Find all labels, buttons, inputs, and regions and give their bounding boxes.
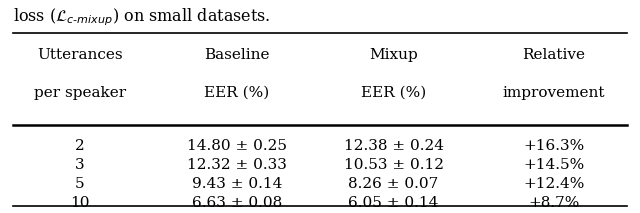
Text: Utterances: Utterances: [37, 48, 123, 62]
Text: loss ($\mathcal{L}_{c\text{-}mixup}$) on small datasets.: loss ($\mathcal{L}_{c\text{-}mixup}$) on…: [13, 6, 270, 28]
Text: +8.7%: +8.7%: [528, 196, 579, 210]
Text: 6.05 ± 0.14: 6.05 ± 0.14: [348, 196, 439, 210]
Text: EER (%): EER (%): [361, 86, 426, 100]
Text: Relative: Relative: [522, 48, 585, 62]
Text: Baseline: Baseline: [204, 48, 269, 62]
Text: 9.43 ± 0.14: 9.43 ± 0.14: [191, 177, 282, 191]
Text: 10: 10: [70, 196, 90, 210]
Text: per speaker: per speaker: [34, 86, 126, 100]
Text: improvement: improvement: [502, 86, 605, 100]
Text: EER (%): EER (%): [204, 86, 269, 100]
Text: 3: 3: [75, 158, 85, 172]
Text: 8.26 ± 0.07: 8.26 ± 0.07: [348, 177, 439, 191]
Text: +14.5%: +14.5%: [523, 158, 584, 172]
Text: +12.4%: +12.4%: [523, 177, 584, 191]
Text: Mixup: Mixup: [369, 48, 418, 62]
Text: 12.38 ± 0.24: 12.38 ± 0.24: [344, 139, 444, 153]
Text: 6.63 ± 0.08: 6.63 ± 0.08: [191, 196, 282, 210]
Text: +16.3%: +16.3%: [523, 139, 584, 153]
Text: 10.53 ± 0.12: 10.53 ± 0.12: [344, 158, 444, 172]
Text: 2: 2: [75, 139, 85, 153]
Text: 14.80 ± 0.25: 14.80 ± 0.25: [187, 139, 287, 153]
Text: 12.32 ± 0.33: 12.32 ± 0.33: [187, 158, 287, 172]
Text: 5: 5: [75, 177, 85, 191]
